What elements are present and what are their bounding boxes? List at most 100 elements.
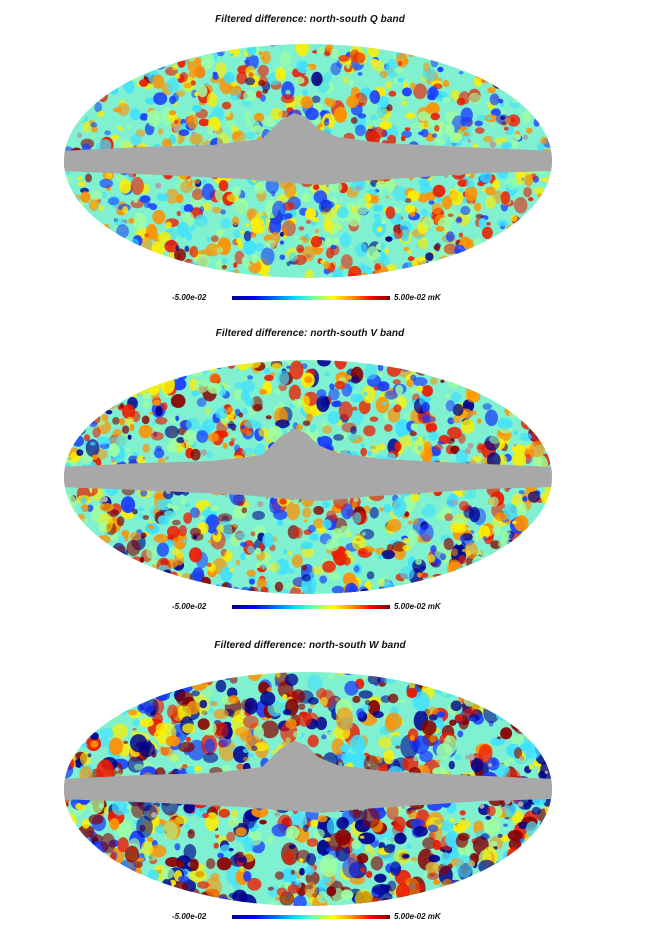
- noise-blob: [243, 230, 252, 242]
- noise-blob: [130, 848, 137, 852]
- noise-blob: [317, 879, 324, 889]
- noise-blob: [446, 58, 454, 65]
- noise-blob: [192, 179, 201, 184]
- noise-blob: [286, 66, 294, 72]
- noise-blob: [64, 174, 73, 184]
- q-band-color-gradient: [232, 296, 390, 300]
- noise-blob: [484, 677, 499, 691]
- noise-blob: [525, 887, 538, 902]
- noise-blob: [425, 252, 434, 261]
- noise-blob: [369, 507, 379, 519]
- noise-blob: [370, 856, 384, 871]
- noise-blob: [156, 193, 169, 202]
- noise-blob: [64, 537, 71, 546]
- noise-blob: [313, 505, 324, 515]
- noise-blob: [419, 121, 430, 130]
- noise-blob: [439, 46, 453, 59]
- noise-blob: [307, 524, 316, 533]
- noise-blob: [540, 259, 552, 277]
- noise-blob: [119, 402, 125, 409]
- noise-blob: [542, 880, 548, 886]
- noise-blob: [123, 258, 129, 262]
- noise-blob: [487, 44, 493, 45]
- noise-blob: [517, 560, 530, 578]
- noise-blob: [521, 55, 528, 64]
- noise-blob: [88, 361, 95, 370]
- noise-blob: [287, 568, 295, 575]
- noise-blob: [372, 557, 378, 562]
- noise-blob: [77, 181, 86, 187]
- noise-blob: [183, 512, 193, 524]
- noise-blob: [214, 584, 221, 592]
- noise-blob: [506, 271, 518, 278]
- noise-blob: [85, 680, 95, 693]
- w-band-panel: Filtered difference: north-south W band …: [0, 620, 664, 938]
- noise-blob: [336, 206, 349, 219]
- noise-blob: [541, 686, 552, 698]
- noise-blob: [133, 763, 144, 771]
- noise-blob: [513, 851, 529, 868]
- q-band-scale-max: 5.00e-02 mK: [394, 293, 441, 302]
- noise-blob: [80, 518, 89, 525]
- noise-blob: [410, 387, 418, 394]
- noise-blob: [497, 45, 510, 61]
- noise-blob: [452, 891, 460, 897]
- point-source-mask: [473, 795, 478, 800]
- noise-blob: [136, 870, 143, 875]
- noise-blob: [187, 591, 193, 594]
- point-source-mask: [548, 813, 552, 818]
- noise-blob: [64, 551, 74, 568]
- noise-blob: [479, 171, 493, 183]
- noise-blob: [299, 867, 305, 876]
- noise-blob: [374, 263, 382, 271]
- noise-blob: [179, 45, 189, 54]
- noise-blob: [467, 265, 473, 270]
- noise-blob: [502, 230, 514, 243]
- noise-blob: [502, 386, 511, 397]
- noise-blob: [422, 414, 431, 424]
- noise-blob: [76, 207, 83, 216]
- noise-blob: [86, 881, 104, 905]
- noise-blob: [133, 672, 144, 685]
- noise-blob: [429, 672, 444, 688]
- noise-blob: [215, 62, 227, 79]
- noise-blob: [171, 755, 178, 762]
- noise-blob: [503, 374, 510, 380]
- noise-blob: [332, 528, 343, 540]
- noise-blob: [243, 375, 248, 380]
- noise-blob: [442, 97, 451, 103]
- noise-blob: [202, 812, 209, 819]
- noise-blob: [385, 452, 396, 462]
- noise-blob: [484, 579, 500, 593]
- noise-blob: [330, 48, 340, 59]
- noise-blob: [493, 891, 504, 903]
- noise-blob: [171, 63, 178, 71]
- noise-blob: [378, 736, 393, 749]
- noise-blob: [521, 227, 532, 237]
- noise-blob: [438, 255, 451, 270]
- noise-blob: [107, 888, 121, 906]
- noise-blob: [183, 204, 194, 213]
- noise-blob: [495, 272, 507, 278]
- noise-blob: [351, 375, 360, 384]
- noise-blob: [128, 675, 137, 682]
- noise-blob: [409, 44, 420, 53]
- noise-blob: [316, 389, 327, 399]
- noise-blob: [70, 120, 78, 126]
- noise-blob: [66, 673, 74, 684]
- noise-blob: [319, 696, 328, 706]
- noise-blob: [331, 237, 340, 246]
- noise-blob: [529, 441, 545, 458]
- noise-blob: [409, 541, 415, 548]
- noise-blob: [74, 547, 85, 558]
- noise-blob: [506, 53, 519, 62]
- noise-blob: [515, 701, 533, 718]
- noise-blob: [109, 673, 124, 690]
- noise-blob: [275, 896, 281, 901]
- noise-blob: [257, 79, 266, 87]
- noise-blob: [537, 142, 545, 152]
- noise-blob: [274, 387, 281, 395]
- noise-blob: [355, 124, 366, 137]
- noise-blob: [138, 424, 153, 439]
- noise-blob: [528, 386, 538, 396]
